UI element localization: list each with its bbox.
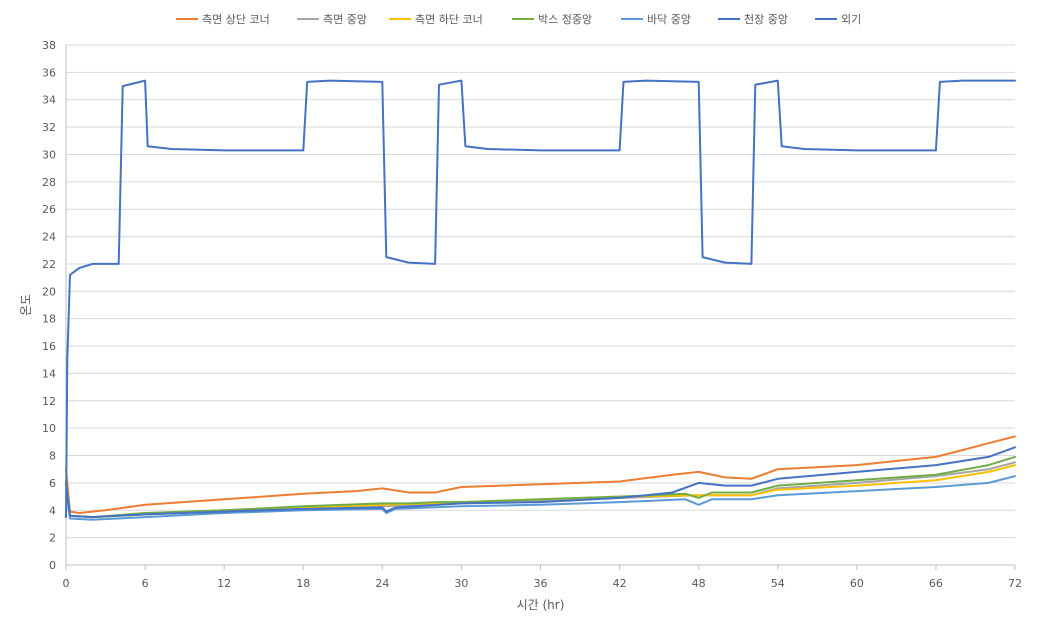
x-tick-label: 66 <box>929 577 943 590</box>
legend-item-7[interactable]: 외기 <box>815 13 861 26</box>
y-tick-label: 36 <box>42 66 56 79</box>
y-tick-label: 2 <box>49 532 56 545</box>
y-tick-label: 6 <box>49 477 56 490</box>
x-tick-label: 36 <box>534 577 548 590</box>
grid-lines <box>66 44 1015 539</box>
y-tick-label: 26 <box>42 203 56 216</box>
legend-label: 측면 상단 코너 <box>202 13 270 26</box>
legend-item-2[interactable]: 측면 중앙 <box>297 13 367 26</box>
x-tick-label: 42 <box>613 577 627 590</box>
y-tick-label: 4 <box>49 504 56 517</box>
legend-label: 측면 중앙 <box>323 13 367 26</box>
x-tick-label: 72 <box>1008 577 1022 590</box>
x-tick-label: 6 <box>142 577 149 590</box>
y-axis-title: 온도 <box>19 294 33 316</box>
y-tick-label: 14 <box>42 367 56 380</box>
series-line-5 <box>65 475 1016 521</box>
y-tick-label: 28 <box>42 176 56 189</box>
legend-item-6[interactable]: 천장 중앙 <box>718 12 788 26</box>
series-line-7 <box>65 79 1016 519</box>
y-tick-label: 24 <box>42 231 56 244</box>
y-tick-label: 32 <box>42 121 56 134</box>
x-tick-label: 54 <box>771 577 785 590</box>
y-tick-label: 30 <box>42 148 56 161</box>
legend-label: 측면 하단 코너 <box>415 12 483 26</box>
x-tick-label: 48 <box>692 577 706 590</box>
series-line-4 <box>65 455 1016 519</box>
x-tick-label: 24 <box>375 577 389 590</box>
legend-item-1[interactable]: 측면 상단 코너 <box>176 13 270 26</box>
legend-label: 외기 <box>841 13 861 26</box>
y-tick-label: 0 <box>49 559 56 572</box>
y-tick-label: 12 <box>42 395 56 408</box>
legend-item-4[interactable]: 박스 정중앙 <box>512 13 592 26</box>
legend-label: 바닥 중앙 <box>647 13 691 26</box>
legend-item-3[interactable]: 측면 하단 코너 <box>389 12 483 26</box>
series-line-1 <box>65 435 1016 514</box>
x-tick-label: 60 <box>850 577 864 590</box>
y-tick-label: 20 <box>42 285 56 298</box>
legend-item-5[interactable]: 바닥 중앙 <box>621 13 691 26</box>
x-tick-label: 18 <box>296 577 310 590</box>
legend-label: 박스 정중앙 <box>538 13 592 26</box>
y-tick-label: 34 <box>42 94 56 107</box>
y-tick-label: 10 <box>42 422 56 435</box>
x-axis-title: 시간 (hr) <box>517 598 565 612</box>
y-tick-label: 8 <box>49 450 56 463</box>
x-tick-label: 12 <box>217 577 231 590</box>
y-tick-label: 18 <box>42 313 56 326</box>
y-tick-label: 38 <box>42 39 56 52</box>
y-tick-label: 16 <box>42 340 56 353</box>
x-tick-label: 0 <box>63 577 70 590</box>
legend-label: 천장 중앙 <box>744 12 788 26</box>
legend[interactable]: 측면 상단 코너 측면 중앙 측면 하단 코너 박스 정중앙 바닥 중앙 천장 중앙 외기 <box>176 12 861 26</box>
y-tick-label: 22 <box>42 258 56 271</box>
x-tick-label: 30 <box>454 577 468 590</box>
series-lines <box>65 79 1016 521</box>
series-line-6 <box>65 446 1016 519</box>
